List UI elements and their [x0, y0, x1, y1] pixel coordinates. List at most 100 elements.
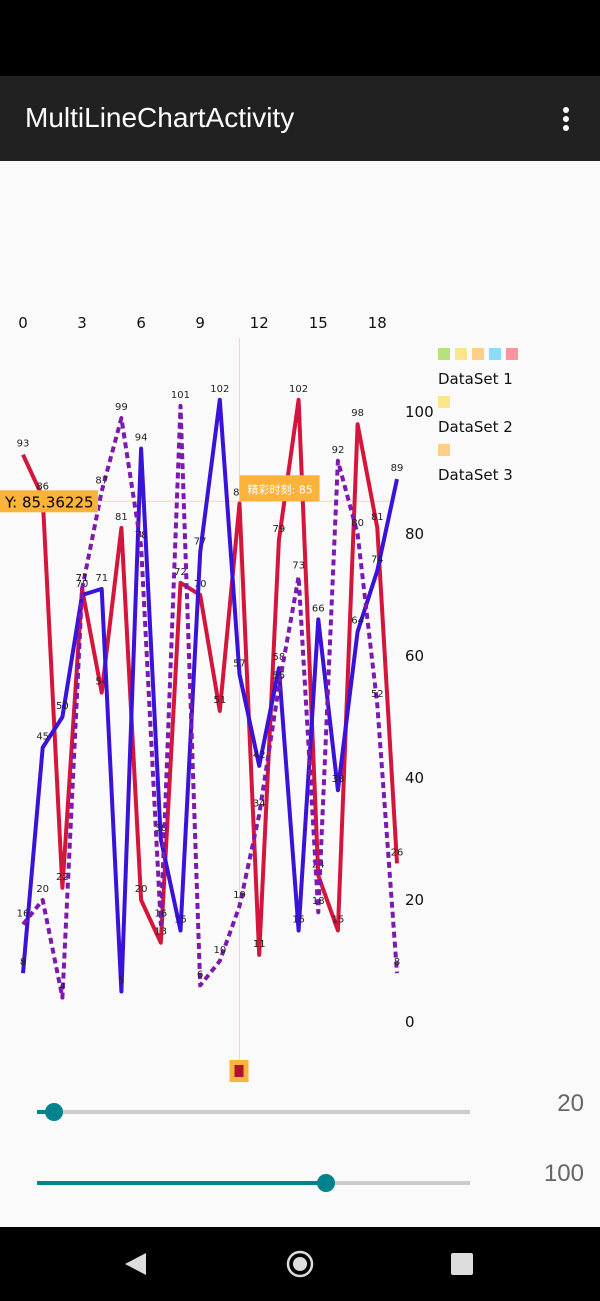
y-label-box — [0, 490, 98, 513]
app-title: MultiLineChartActivity — [25, 102, 295, 133]
y-tick-label: 80 — [405, 525, 424, 543]
value-label: 58 — [273, 652, 286, 663]
value-label: 64 — [351, 616, 364, 627]
value-label: 5 — [118, 976, 124, 987]
chart: 0 3 6 9 12 15 18020406080100938622715481201372… — [0, 314, 518, 1082]
value-label: 98 — [351, 408, 364, 419]
value-label: 81 — [115, 512, 128, 523]
value-label: 102 — [289, 384, 308, 395]
back-button[interactable] — [125, 1253, 146, 1275]
value-label: 13 — [154, 927, 167, 938]
value-label: 15 — [292, 915, 305, 926]
value-label: 81 — [371, 512, 384, 523]
value-label: 38 — [332, 774, 345, 785]
marker-box — [239, 475, 320, 502]
legend-swatch — [438, 348, 450, 360]
value-label: 16 — [154, 908, 167, 919]
value-label: 6 — [197, 969, 203, 980]
slider-value: 100 — [543, 1160, 584, 1187]
nav-bar — [0, 1227, 600, 1301]
value-label: 77 — [194, 536, 207, 547]
value-label: 8 — [20, 957, 26, 968]
legend-swatch — [489, 348, 501, 360]
value-label: 74 — [371, 555, 384, 566]
status-bar — [0, 0, 600, 76]
value-label: 102 — [210, 384, 229, 395]
value-label: 55 — [273, 671, 286, 682]
legend-swatch — [506, 348, 518, 360]
overflow-menu[interactable] — [563, 107, 569, 134]
value-label: 52 — [371, 689, 384, 700]
x-tick-label: 9 — [195, 314, 205, 332]
y-label: Y: 85.36225 — [4, 493, 94, 511]
data-line — [21, 397, 399, 994]
y-tick-label: 60 — [405, 647, 424, 665]
slider[interactable] — [37, 1103, 470, 1121]
legend-label: DataSet 3 — [438, 466, 513, 484]
x-tick-label: 3 — [77, 314, 87, 332]
value-label: 19 — [233, 890, 246, 901]
recents-button[interactable] — [451, 1253, 473, 1275]
legend-swatch — [438, 444, 450, 456]
legend-swatch — [472, 348, 484, 360]
value-label: 20 — [36, 884, 49, 895]
value-label: 71 — [76, 573, 89, 584]
value-label: 86 — [36, 481, 49, 492]
y-tick-label: 40 — [405, 769, 424, 787]
value-label: 50 — [56, 701, 69, 712]
value-label: 30 — [154, 823, 167, 834]
home-button[interactable] — [286, 1250, 314, 1278]
value-label: 20 — [135, 884, 148, 895]
value-label: 57 — [233, 658, 246, 669]
value-label: 24 — [312, 860, 325, 871]
data-line — [21, 397, 399, 957]
y-tick-label: 20 — [405, 891, 424, 909]
x-tick-label: 0 — [18, 314, 28, 332]
value-label: 15 — [174, 915, 187, 926]
value-label: 8 — [394, 957, 400, 968]
value-label: 18 — [312, 896, 325, 907]
value-label: 42 — [253, 750, 266, 761]
value-label: 34 — [253, 799, 266, 810]
value-label: 79 — [273, 524, 286, 535]
nav-icons — [125, 1250, 473, 1278]
value-label: 99 — [115, 402, 128, 413]
x-marker-inner — [234, 1065, 244, 1077]
value-label: 16 — [17, 908, 30, 919]
x-tick-label: 6 — [136, 314, 146, 332]
value-label: 87 — [95, 475, 108, 486]
app-bar: MultiLineChartActivity — [0, 76, 600, 161]
value-label: 94 — [135, 433, 148, 444]
value-label: 89 — [391, 463, 404, 474]
value-label: 93 — [17, 439, 30, 450]
x-tick-label: 18 — [368, 314, 387, 332]
value-label: 92 — [332, 445, 345, 456]
legend-label: DataSet 2 — [438, 418, 513, 436]
value-label: 22 — [56, 872, 69, 883]
value-label: 71 — [95, 573, 108, 584]
y-tick-label: 0 — [405, 1013, 415, 1031]
value-label: 72 — [174, 567, 187, 578]
value-label: 4 — [59, 982, 65, 993]
marker-label: 精彩时刻: 85 — [248, 482, 313, 496]
value-label: 54 — [95, 677, 108, 688]
x-tick-label: 15 — [309, 314, 328, 332]
value-label: 45 — [36, 732, 49, 743]
slider-value: 20 — [557, 1090, 584, 1117]
value-label: 78 — [135, 530, 148, 541]
slider[interactable] — [37, 1174, 470, 1192]
value-label: 66 — [312, 603, 325, 614]
value-label: 101 — [171, 390, 190, 401]
home-dot — [293, 1257, 307, 1271]
legend-swatch — [455, 348, 467, 360]
y-tick-label: 100 — [405, 403, 434, 421]
legend-label: DataSet 1 — [438, 370, 513, 388]
value-label: 11 — [253, 939, 266, 950]
value-label: 26 — [391, 847, 404, 858]
value-label: 51 — [213, 695, 226, 706]
value-label: 10 — [213, 945, 226, 956]
value-label: 73 — [292, 561, 305, 572]
x-tick-label: 12 — [250, 314, 269, 332]
value-label: 80 — [351, 518, 364, 529]
